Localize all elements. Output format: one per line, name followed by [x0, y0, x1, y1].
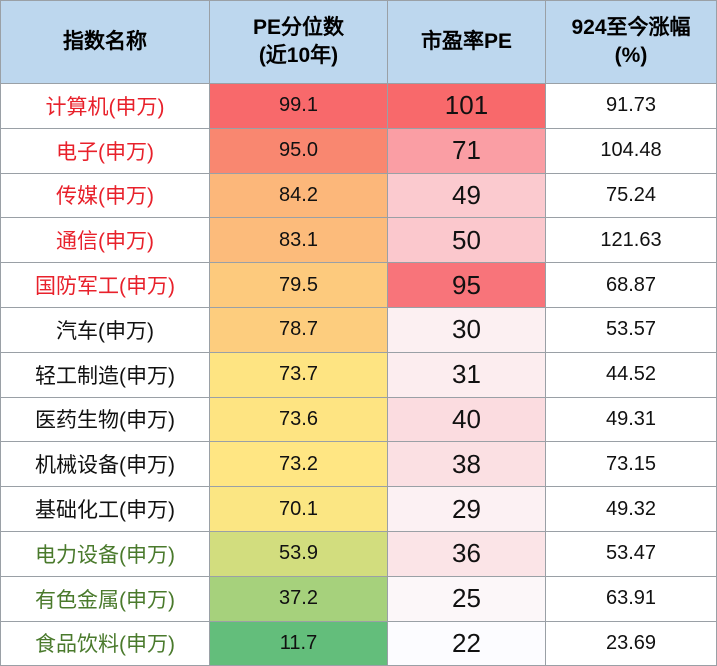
cell-pe: 40 — [387, 396, 546, 443]
cell-pe: 30 — [387, 306, 546, 353]
cell-index-name: 食品饮料(申万) — [0, 620, 210, 666]
cell-pe: 50 — [387, 217, 546, 264]
table-row: 计算机(申万) 99.1 101 91.73 — [0, 83, 717, 129]
cell-pe-percentile: 73.2 — [209, 441, 388, 488]
header-gain-line1: 924至今涨幅 — [571, 16, 691, 39]
cell-gain: 49.31 — [545, 396, 717, 443]
cell-pe-percentile: 78.7 — [209, 306, 388, 353]
cell-pe: 25 — [387, 575, 546, 622]
table-row: 电力设备(申万) 53.9 36 53.47 — [0, 530, 717, 577]
table-row: 通信(申万) 83.1 50 121.63 — [0, 217, 717, 264]
cell-pe: 22 — [387, 620, 546, 666]
cell-pe: 95 — [387, 262, 546, 308]
cell-gain: 53.57 — [545, 306, 717, 353]
header-pe-percentile-line2: (近10年) — [258, 44, 339, 67]
table-row: 食品饮料(申万) 11.7 22 23.69 — [0, 620, 717, 666]
cell-pe-percentile: 11.7 — [209, 620, 388, 666]
cell-pe-percentile: 84.2 — [209, 172, 388, 219]
cell-index-name: 电力设备(申万) — [0, 530, 210, 577]
cell-pe: 31 — [387, 351, 546, 398]
table-row: 有色金属(申万) 37.2 25 63.91 — [0, 575, 717, 622]
table-row: 机械设备(申万) 73.2 38 73.15 — [0, 441, 717, 488]
cell-index-name: 电子(申万) — [0, 127, 210, 174]
cell-pe-percentile: 79.5 — [209, 262, 388, 308]
cell-index-name: 轻工制造(申万) — [0, 351, 210, 398]
header-pe-percentile: PE分位数 (近10年) — [209, 0, 388, 84]
cell-pe: 101 — [387, 83, 546, 129]
cell-index-name: 计算机(申万) — [0, 83, 210, 129]
cell-gain: 49.32 — [545, 486, 717, 532]
cell-gain: 68.87 — [545, 262, 717, 308]
table-row: 电子(申万) 95.0 71 104.48 — [0, 127, 717, 174]
table-row: 轻工制造(申万) 73.7 31 44.52 — [0, 351, 717, 398]
cell-index-name: 通信(申万) — [0, 217, 210, 264]
cell-gain: 23.69 — [545, 620, 717, 666]
cell-pe: 71 — [387, 127, 546, 174]
cell-gain: 53.47 — [545, 530, 717, 577]
header-index-name: 指数名称 — [0, 0, 210, 84]
header-index-name-label: 指数名称 — [63, 30, 147, 53]
table-row: 医药生物(申万) 73.6 40 49.31 — [0, 396, 717, 443]
cell-pe: 36 — [387, 530, 546, 577]
cell-pe: 49 — [387, 172, 546, 219]
cell-gain: 91.73 — [545, 83, 717, 129]
header-gain-line2: (%) — [614, 44, 648, 67]
cell-index-name: 汽车(申万) — [0, 306, 210, 353]
cell-gain: 121.63 — [545, 217, 717, 264]
table-row: 传媒(申万) 84.2 49 75.24 — [0, 172, 717, 219]
cell-index-name: 基础化工(申万) — [0, 486, 210, 532]
cell-pe-percentile: 95.0 — [209, 127, 388, 174]
cell-gain: 73.15 — [545, 441, 717, 488]
cell-index-name: 有色金属(申万) — [0, 575, 210, 622]
cell-pe-percentile: 83.1 — [209, 217, 388, 264]
header-gain: 924至今涨幅 (%) — [545, 0, 717, 84]
cell-pe-percentile: 99.1 — [209, 83, 388, 129]
header-pe: 市盈率PE — [387, 0, 546, 84]
cell-index-name: 医药生物(申万) — [0, 396, 210, 443]
table-row: 汽车(申万) 78.7 30 53.57 — [0, 306, 717, 353]
cell-pe-percentile: 73.6 — [209, 396, 388, 443]
cell-gain: 63.91 — [545, 575, 717, 622]
cell-gain: 44.52 — [545, 351, 717, 398]
cell-pe-percentile: 73.7 — [209, 351, 388, 398]
cell-index-name: 机械设备(申万) — [0, 441, 210, 488]
table-body: 计算机(申万) 99.1 101 91.73 电子(申万) 95.0 71 104.48 传媒(… — [0, 83, 717, 666]
cell-pe-percentile: 70.1 — [209, 486, 388, 532]
cell-index-name: 国防军工(申万) — [0, 262, 210, 308]
header-pe-label: 市盈率PE — [420, 30, 512, 53]
table-row: 基础化工(申万) 70.1 29 49.32 — [0, 486, 717, 532]
header-pe-percentile-line1: PE分位数 — [252, 16, 344, 39]
cell-gain: 75.24 — [545, 172, 717, 219]
cell-pe: 38 — [387, 441, 546, 488]
table-row: 国防军工(申万) 79.5 95 68.87 — [0, 262, 717, 308]
cell-index-name: 传媒(申万) — [0, 172, 210, 219]
cell-pe: 29 — [387, 486, 546, 532]
cell-pe-percentile: 37.2 — [209, 575, 388, 622]
header-row: 指数名称 PE分位数 (近10年) 市盈率PE 924至今涨幅 (%) — [0, 0, 717, 84]
cell-gain: 104.48 — [545, 127, 717, 174]
cell-pe-percentile: 53.9 — [209, 530, 388, 577]
